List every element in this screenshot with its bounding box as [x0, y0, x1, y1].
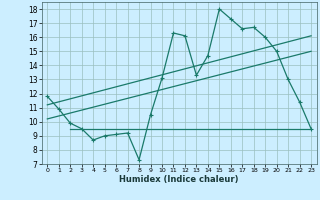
X-axis label: Humidex (Indice chaleur): Humidex (Indice chaleur) [119, 175, 239, 184]
